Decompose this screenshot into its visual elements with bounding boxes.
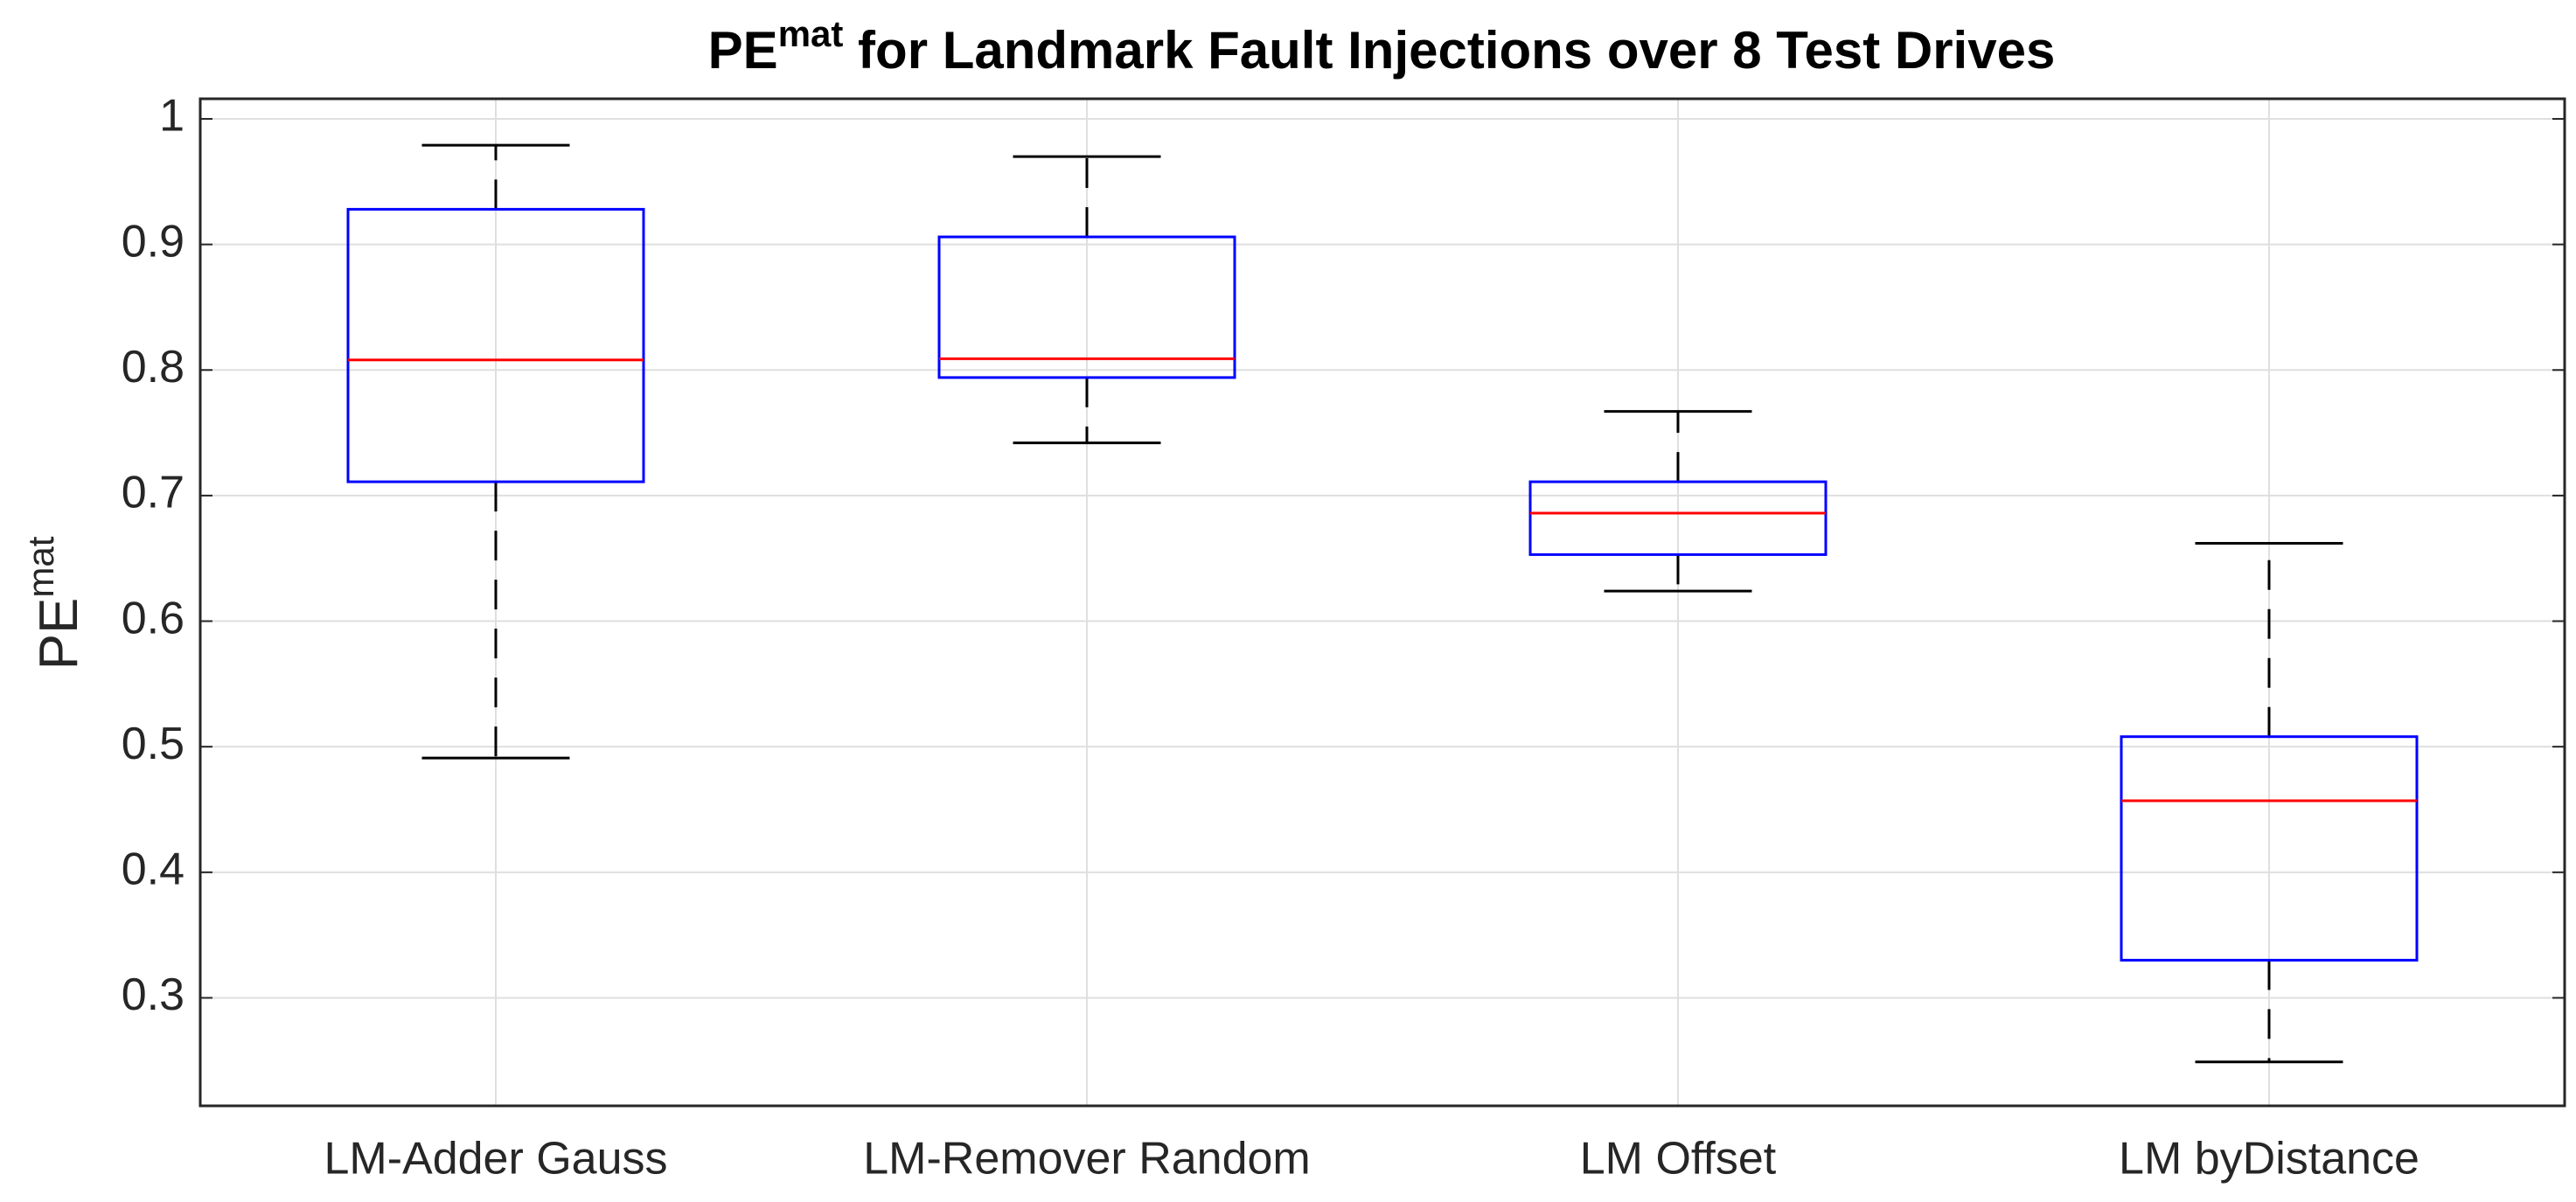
title-sup: mat <box>778 13 844 54</box>
ylabel-sup: mat <box>20 536 61 597</box>
box <box>1528 480 1828 556</box>
plot-frame <box>198 97 2566 1108</box>
x-tick-label: LM Offset <box>1580 1134 1777 1185</box>
x-tick-label: LM byDistance <box>2119 1134 2419 1185</box>
y-tick-label: 0.6 <box>122 593 184 643</box>
box <box>346 207 645 483</box>
ylabel-base: PE <box>29 598 89 670</box>
title-base: PE <box>708 21 778 80</box>
y-axis-label: PEmat <box>20 536 89 670</box>
y-tick-label: 0.7 <box>122 468 184 518</box>
box <box>937 235 1236 379</box>
y-tick-label: 0.8 <box>122 342 184 393</box>
y-tick-label: 0.9 <box>122 216 184 267</box>
title-rest: for Landmark Fault Injections over 8 Tes… <box>843 21 2055 80</box>
box <box>2120 735 2419 962</box>
x-tick-label: LM-Adder Gauss <box>324 1134 667 1185</box>
x-tick-label: LM-Remover Random <box>863 1134 1311 1185</box>
y-tick-label: 0.5 <box>122 719 184 769</box>
y-tick-label: 0.3 <box>122 969 184 1020</box>
chart-title: PEmat for Landmark Fault Injections over… <box>708 13 2056 80</box>
y-tick-label: 1 <box>159 91 184 142</box>
y-tick-label: 0.4 <box>122 844 184 895</box>
